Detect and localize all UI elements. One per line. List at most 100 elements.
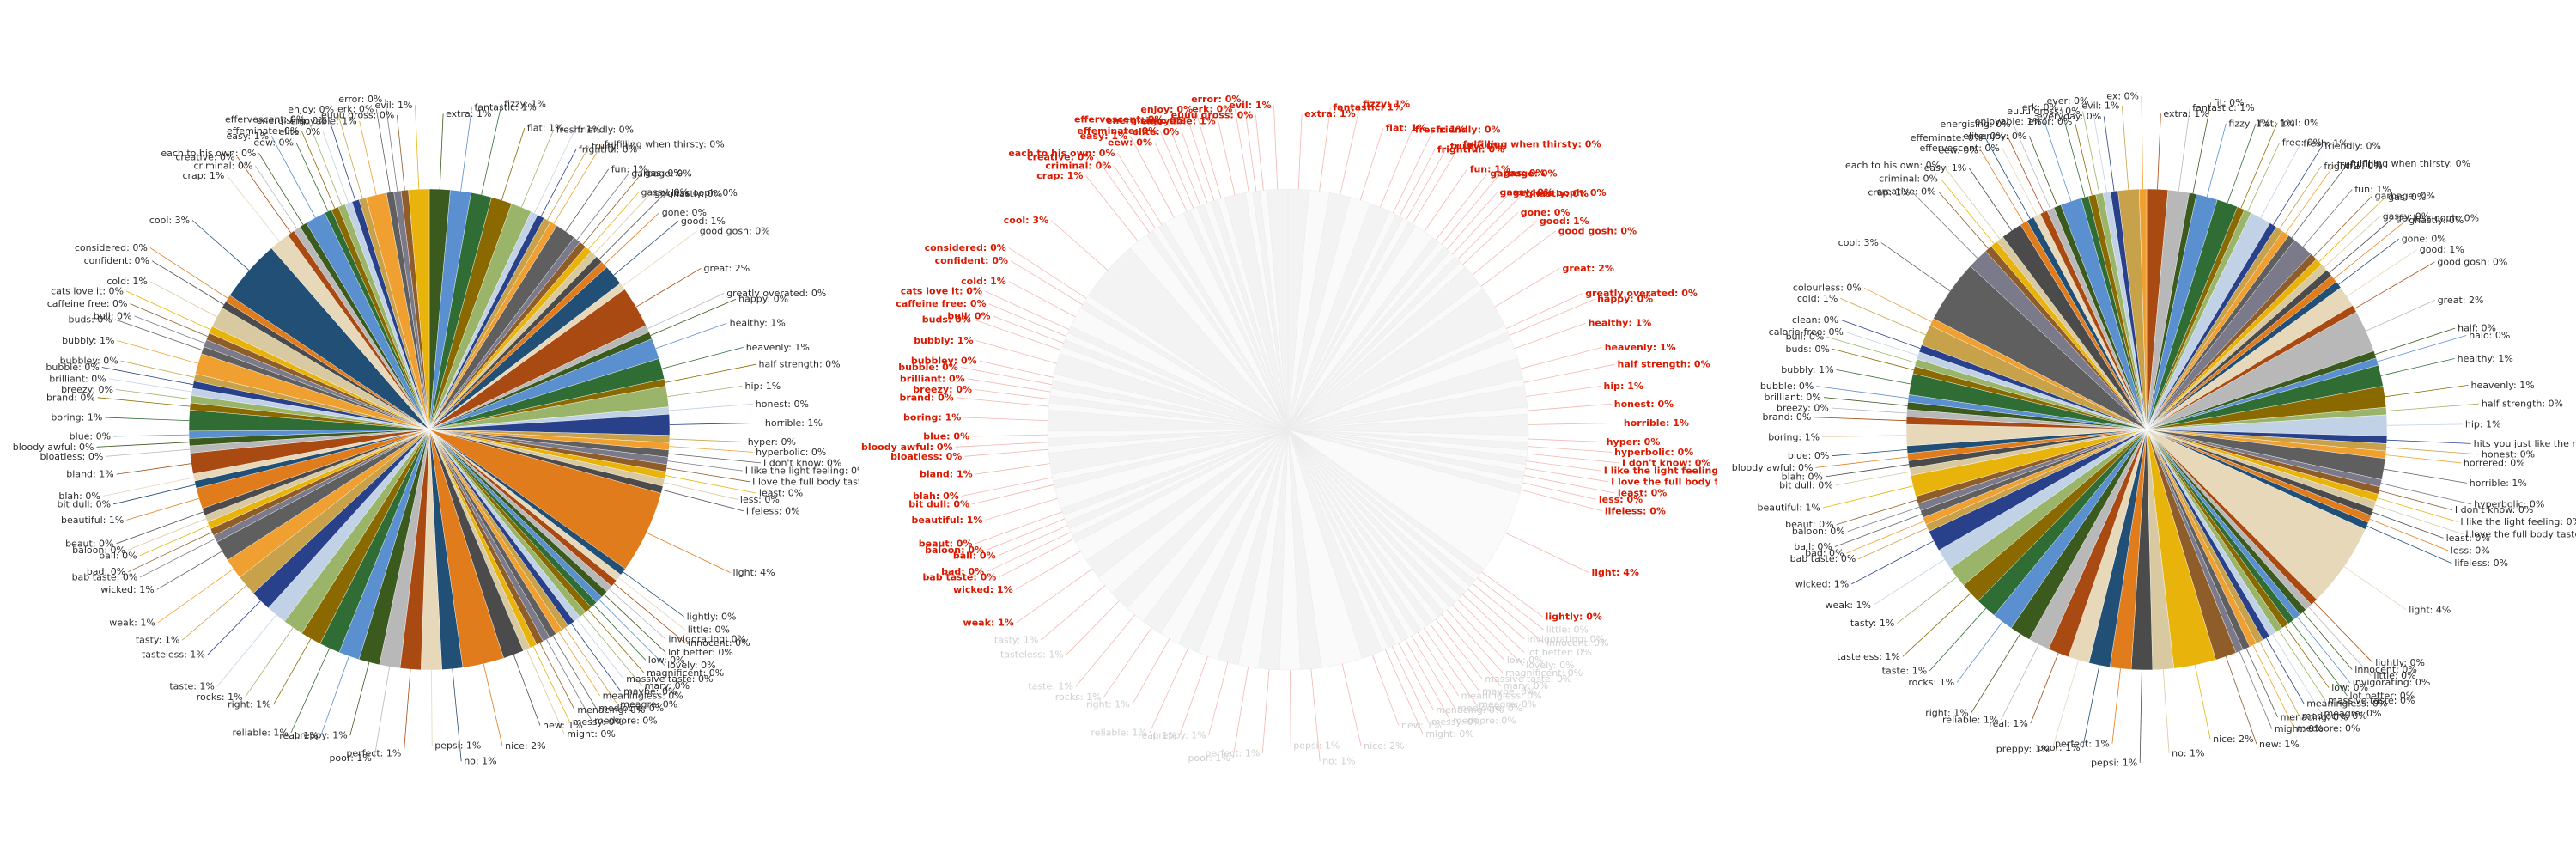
- leader-line: [2007, 136, 2044, 213]
- leader-line: [2227, 123, 2257, 204]
- leader-line: [295, 143, 329, 212]
- slice-label: weak: 1%: [963, 617, 1014, 628]
- slice-label: gone: 0%: [1521, 207, 1571, 218]
- slice-label: eew: 0%: [1938, 145, 1978, 156]
- slice-label: bull: 0%: [1786, 332, 1825, 343]
- slice-label: massive taste: 0%: [2328, 695, 2415, 706]
- slice-label: confident: 0%: [935, 255, 1008, 266]
- slice-label: creative: 0%: [175, 151, 234, 162]
- leader-line: [593, 192, 652, 255]
- leader-line: [2324, 216, 2380, 268]
- slice-label: evil: 1%: [1229, 100, 1271, 111]
- slice-label: energising: 0%: [257, 115, 327, 126]
- slice-label: evil: 1%: [374, 100, 412, 111]
- slice-label: elite: 0%: [1963, 131, 2005, 142]
- leader-line: [105, 417, 190, 421]
- leader-line: [1847, 506, 1920, 533]
- leader-line: [532, 646, 571, 722]
- slice-label: buds: 0%: [68, 314, 112, 325]
- leader-line: [501, 127, 526, 201]
- slice-label: hyperbolic: 0%: [1614, 447, 1693, 458]
- leader-line: [130, 303, 208, 337]
- slice-label: might: 0%: [1425, 728, 1474, 740]
- slice-label: horrible: 1%: [1624, 417, 1689, 429]
- slice-label: lifeless: 0%: [2454, 557, 2508, 569]
- leader-line: [2291, 621, 2348, 697]
- leader-line: [1154, 143, 1188, 212]
- leader-line: [431, 669, 433, 746]
- slice-label: bubble: 0%: [1760, 381, 1814, 392]
- leader-line: [1290, 669, 1291, 746]
- leader-line: [349, 661, 370, 736]
- slice-label: hyper: 0%: [748, 436, 796, 448]
- slice-label: euuu gross: 0%: [2007, 106, 2080, 117]
- slice-label: effervescent: 0%: [1074, 113, 1163, 125]
- leader-line: [669, 438, 745, 442]
- slice-label: baloon: 0%: [925, 545, 984, 556]
- slice-label: blue: 0%: [70, 431, 111, 442]
- leader-line: [2338, 238, 2399, 285]
- leader-line: [2206, 123, 2227, 198]
- leader-line: [102, 477, 194, 497]
- leader-line: [1822, 435, 1907, 438]
- leader-line: [1814, 417, 1907, 422]
- leader-line: [1194, 109, 1222, 199]
- leader-line: [139, 525, 210, 557]
- slice-label: heavenly: 1%: [1605, 342, 1676, 353]
- slice-label: free: 0%: [2282, 137, 2322, 149]
- leader-line: [2272, 634, 2322, 714]
- slice-label: criminal: 0%: [1879, 174, 1938, 185]
- slice-label: enjoy: 0%: [288, 104, 334, 115]
- leader-line: [972, 484, 1054, 505]
- leader-line: [1528, 423, 1621, 425]
- leader-line: [1526, 386, 1601, 397]
- leader-line: [972, 434, 1048, 437]
- leader-line: [1840, 320, 1921, 349]
- leader-line: [661, 489, 744, 512]
- slice-label: caffeine free: 0%: [47, 298, 128, 309]
- slice-label: bit dull: 0%: [1779, 479, 1833, 490]
- slice-label: error: 0%: [2028, 116, 2072, 127]
- slice-label: light: 4%: [2409, 604, 2451, 615]
- slice-label: right: 1%: [1925, 707, 1969, 718]
- leader-line: [2002, 148, 2038, 216]
- leader-line: [2377, 335, 2467, 362]
- slice-label: boring: 1%: [1768, 431, 1820, 442]
- leader-line: [1527, 453, 1620, 464]
- leader-line: [120, 360, 195, 378]
- slice-label: hip: 1%: [1604, 381, 1643, 392]
- slice-label: taste: 1%: [169, 681, 215, 692]
- slice-label: easy: 1%: [1080, 131, 1128, 142]
- slice-label: I don't know: 0%: [1622, 457, 1710, 468]
- slice-label: low: 0%: [1507, 655, 1544, 666]
- slice-label: new: 1%: [543, 720, 583, 731]
- pie-chart-heatmap-svg: extra: 1%fantastic: 1%fizzy: 1%flat: 1%f…: [861, 94, 1717, 767]
- slice-label: boring: 1%: [51, 412, 102, 423]
- slice-label: meagre: 0%: [620, 699, 677, 710]
- leader-line: [1319, 107, 1331, 192]
- leader-line: [2343, 566, 2407, 611]
- leader-line: [1816, 386, 1909, 399]
- slice-label: cold: 1%: [961, 276, 1006, 287]
- leader-line: [134, 315, 205, 344]
- slice-label: bubbly: 1%: [914, 335, 973, 346]
- slice-label: gone: 0%: [662, 207, 707, 218]
- leader-line: [1832, 348, 1914, 370]
- leader-line: [439, 113, 444, 190]
- slice-label: bull: 0%: [947, 310, 990, 321]
- leader-line: [998, 525, 1068, 557]
- slice-label: frightful: 0%: [579, 144, 637, 155]
- leader-line: [2245, 648, 2278, 718]
- slice-label: cats love it: 0%: [51, 285, 124, 296]
- leader-line: [156, 551, 222, 590]
- slice-label: calorie-free: 0%: [1769, 326, 1844, 338]
- leader-line: [2111, 668, 2121, 744]
- slice-label: pepsi: 1%: [2091, 757, 2137, 768]
- slice-label: little: 0%: [688, 624, 730, 636]
- leader-line: [1509, 298, 1595, 336]
- slice-label: creative: 0%: [1027, 151, 1093, 162]
- slice-label: weak: 1%: [109, 617, 155, 628]
- slice-label: garbage: 0%: [1490, 168, 1557, 179]
- leader-line: [565, 168, 610, 232]
- slice-label: massive taste: 0%: [626, 673, 713, 685]
